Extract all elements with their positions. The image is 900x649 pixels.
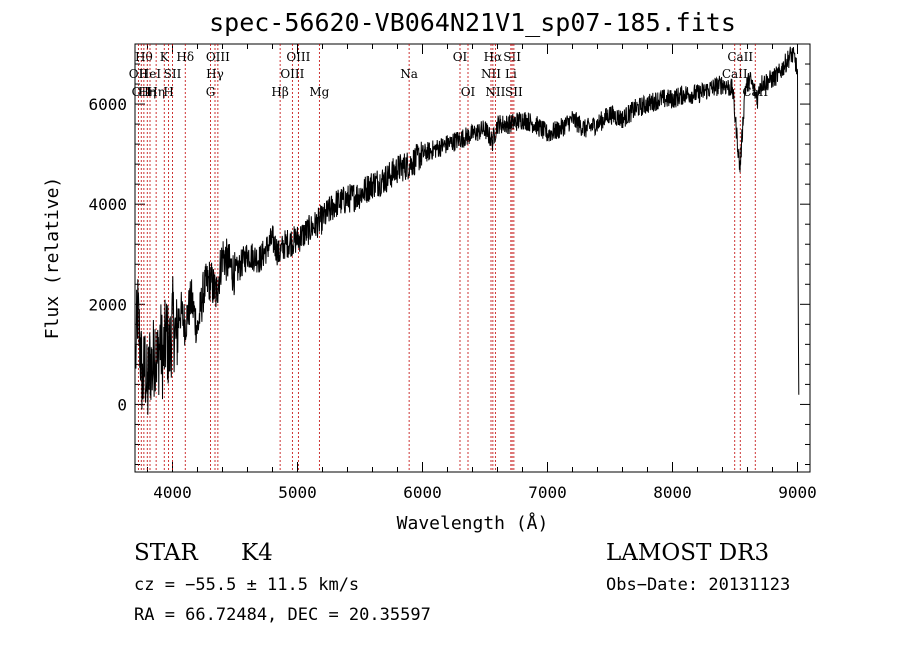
line-marker-label: Li xyxy=(505,67,517,81)
line-marker-label: SII xyxy=(505,85,523,99)
line-marker-label: OI xyxy=(453,50,468,64)
x-tick-label: 9000 xyxy=(778,483,817,502)
line-marker-label: Hθ xyxy=(135,50,153,64)
line-marker-label: OIII xyxy=(280,67,304,81)
x-tick-label: 4000 xyxy=(153,483,192,502)
line-marker-label: Hη xyxy=(147,85,165,99)
line-marker-label: OIII xyxy=(206,50,230,64)
x-tick-label: 6000 xyxy=(403,483,442,502)
line-marker-label: G xyxy=(206,85,216,99)
line-marker-label: OIII xyxy=(286,50,310,64)
obs-date: Obs−Date: 20131123 xyxy=(606,575,791,595)
line-marker-label: Hη xyxy=(138,85,156,99)
x-axis-label: Wavelength (Å) xyxy=(397,512,549,534)
line-marker-label: NII xyxy=(485,85,505,99)
line-marker-label: HeI xyxy=(139,67,162,81)
object-class: STAR xyxy=(134,540,198,566)
spectrum-line xyxy=(135,46,800,415)
line-marker-label: SII xyxy=(503,50,521,64)
redshift-text: cz = −55.5 ± 11.5 km/s xyxy=(134,575,360,595)
line-marker-label: CaII xyxy=(727,50,753,64)
x-tick-label: 7000 xyxy=(528,483,567,502)
line-marker-label: Na xyxy=(400,67,418,81)
y-axis-label: Flux (relative) xyxy=(42,177,63,340)
line-marker-label: Hα xyxy=(484,50,503,64)
chart-title: spec-56620-VB064N21V1_sp07-185.fits xyxy=(209,8,736,37)
line-marker-label: NII xyxy=(481,67,501,81)
line-marker-label: OII xyxy=(132,85,152,99)
y-tick-label: 6000 xyxy=(88,95,127,114)
line-marker-label: K xyxy=(160,50,170,64)
x-tick-label: 5000 xyxy=(278,483,317,502)
y-tick-label: 2000 xyxy=(88,295,127,314)
line-marker-label: OI xyxy=(461,85,476,99)
line-marker-label: H xyxy=(163,85,173,99)
line-marker-label: OII xyxy=(129,67,149,81)
line-marker-label: Hδ xyxy=(176,50,194,64)
survey-name: LAMOST DR3 xyxy=(606,540,770,566)
plot-frame xyxy=(134,43,811,473)
x-tick-label: 8000 xyxy=(653,483,692,502)
line-marker-label: Hβ xyxy=(271,85,288,99)
y-tick-label: 4000 xyxy=(88,195,127,214)
line-marker-label: Hγ xyxy=(206,67,224,81)
spectral-subclass: K4 xyxy=(241,540,273,566)
line-marker-label: CaII xyxy=(722,67,748,81)
line-marker-label: SII xyxy=(164,67,182,81)
y-tick-label: 0 xyxy=(117,395,127,414)
line-marker-label: Mg xyxy=(309,85,329,99)
coordinates: RA = 66.72484, DEC = 20.35597 xyxy=(134,605,431,625)
